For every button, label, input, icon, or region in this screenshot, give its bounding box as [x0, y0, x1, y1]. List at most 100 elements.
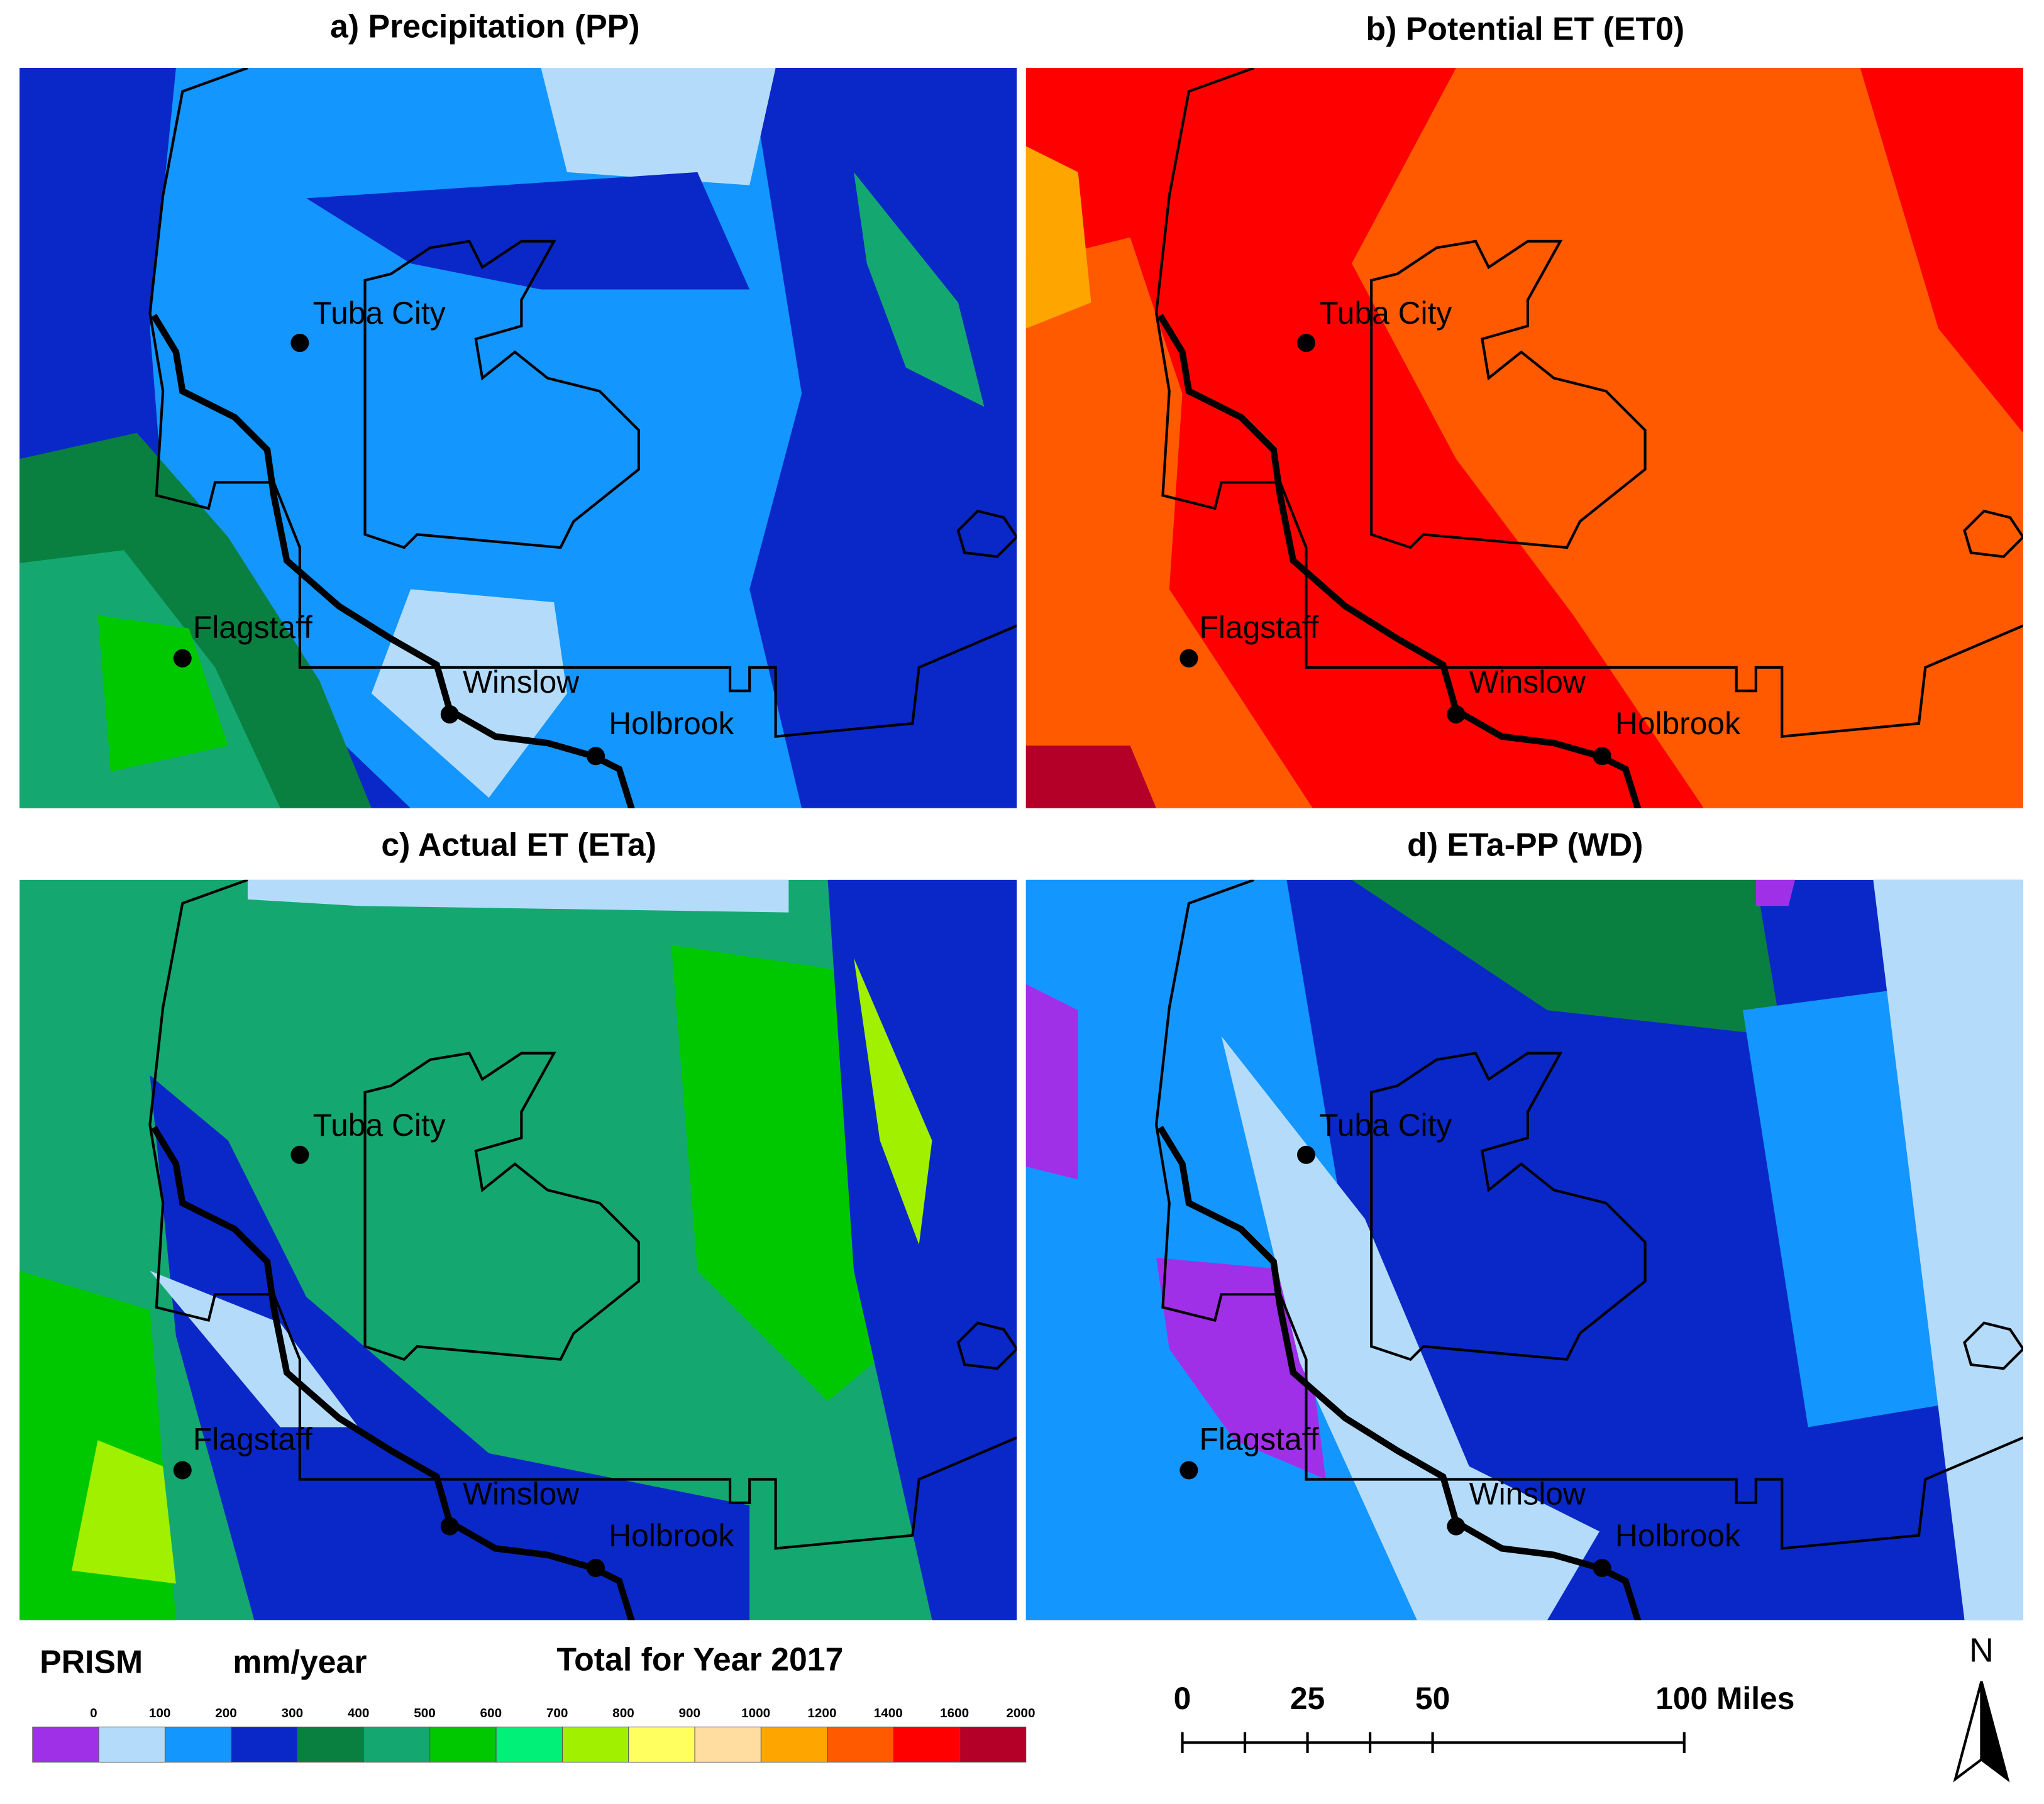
- land-cover-patch: [1860, 68, 2023, 433]
- place-marker: [173, 649, 192, 668]
- boundary: [363, 239, 641, 549]
- land-cover-patch: [247, 879, 789, 913]
- place-label: Holbrook: [609, 1518, 734, 1553]
- legend-swatch: [32, 1726, 99, 1763]
- river: [1157, 314, 1642, 808]
- legend-swatch: [959, 1726, 1027, 1763]
- legend-tick-label: 1400: [874, 1706, 903, 1720]
- map-panel: Tuba City Flagstaff Winslow Holbrook: [19, 68, 1017, 808]
- land-cover-patch: [97, 615, 228, 772]
- north-arrow: N: [1953, 1631, 2010, 1783]
- legend-swatch: [495, 1726, 563, 1763]
- place-label: Winslow: [1469, 1477, 1586, 1512]
- panel-title: b) Potential ET (ET0): [1366, 11, 1684, 47]
- river: [151, 314, 635, 808]
- map-panel: Tuba City Flagstaff Winslow Holbrook: [19, 879, 1017, 1620]
- boundary: [956, 1321, 1017, 1370]
- land-cover-patch: [1025, 237, 1313, 808]
- legend-tick-label: 1200: [807, 1706, 836, 1720]
- scale-label: 50: [1415, 1681, 1450, 1716]
- panel-title: d) ETa-PP (WD): [1407, 827, 1643, 863]
- place-marker: [440, 1517, 459, 1536]
- legend-swatch: [164, 1726, 232, 1763]
- place-label: Tuba City: [313, 295, 446, 331]
- place-label: Winslow: [1469, 664, 1586, 700]
- legend-tick-label: 700: [546, 1706, 568, 1720]
- place-label: Flagstaff: [1199, 610, 1318, 645]
- land-cover-patch: [854, 958, 932, 1245]
- legend-tick-label: 600: [480, 1706, 502, 1720]
- land-cover-patch: [1755, 879, 1795, 906]
- boundary: [148, 879, 1017, 1550]
- land-cover-patch: [1025, 745, 1157, 808]
- legend-swatch: [231, 1726, 298, 1763]
- legend-tick-label: 0: [90, 1706, 97, 1720]
- scale-label: 100 Miles: [1655, 1681, 1794, 1716]
- panel-title: c) Actual ET (ETa): [381, 827, 656, 863]
- place-label: Holbrook: [1615, 1518, 1740, 1553]
- legend-tick-label: 500: [414, 1706, 436, 1720]
- place-label: Flagstaff: [1199, 1422, 1318, 1457]
- legend-swatch: [893, 1726, 960, 1763]
- river: [151, 1125, 635, 1620]
- place-label: Holbrook: [1615, 706, 1740, 741]
- legend-tick-label: 400: [348, 1706, 370, 1720]
- land-cover-patch: [854, 172, 985, 407]
- legend-swatch: [694, 1726, 761, 1763]
- legend-tick-label: 300: [282, 1706, 304, 1720]
- land-cover-patch: [1221, 1036, 1599, 1620]
- legend-tick-label: 2000: [1006, 1706, 1035, 1720]
- place-marker: [1447, 705, 1466, 723]
- place-label: Holbrook: [609, 706, 734, 741]
- legend-tick-label: 100: [149, 1706, 171, 1720]
- legend-tick-label: 1600: [940, 1706, 969, 1720]
- legend-swatch: [363, 1726, 431, 1763]
- land-cover-patch: [1025, 146, 1091, 329]
- scale-label: 25: [1290, 1681, 1325, 1716]
- place-label: Flagstaff: [193, 610, 312, 645]
- land-cover-patch: [306, 172, 750, 290]
- place-marker: [1179, 1461, 1198, 1480]
- place-label: Tuba City: [1319, 1108, 1452, 1143]
- land-cover-patch: [1352, 879, 1782, 1037]
- place-marker: [1447, 1517, 1466, 1536]
- place-marker: [587, 1558, 605, 1577]
- boundary: [148, 68, 1017, 738]
- place-marker: [1296, 1145, 1316, 1164]
- legend-swatch: [760, 1726, 828, 1763]
- river: [1157, 1125, 1642, 1620]
- legend-tick-label: 900: [679, 1706, 701, 1720]
- land-cover-patch: [150, 1075, 750, 1620]
- land-cover-patch: [541, 68, 776, 185]
- place-marker: [1296, 334, 1316, 353]
- boundary: [1963, 1321, 2023, 1370]
- map-panel: Tuba City Flagstaff Winslow Holbrook: [1025, 68, 2023, 808]
- scale-label: 0: [1174, 1681, 1191, 1716]
- legend-swatch: [561, 1726, 629, 1763]
- boundary: [1370, 1052, 1647, 1361]
- map-panel: Tuba City Flagstaff Winslow Holbrook: [1025, 879, 2023, 1620]
- boundary: [363, 1052, 641, 1361]
- land-cover-patch: [1025, 984, 1078, 1180]
- legend-swatch: [98, 1726, 166, 1763]
- panel-title: a) Precipitation (PP): [330, 8, 639, 45]
- land-cover-patch: [749, 68, 1017, 808]
- place-marker: [1593, 1558, 1611, 1577]
- boundary: [1154, 879, 2023, 1550]
- boundary: [1154, 68, 2023, 738]
- legend-tick-label: 800: [612, 1706, 634, 1720]
- place-marker: [440, 705, 459, 723]
- land-cover-patch: [371, 589, 567, 798]
- legend-swatch: [297, 1726, 364, 1763]
- place-label: Winslow: [463, 664, 580, 700]
- legend-swatch: [827, 1726, 894, 1763]
- legend-swatch: [429, 1726, 497, 1763]
- place-label: Tuba City: [1319, 295, 1452, 331]
- place-marker: [587, 747, 605, 766]
- legend-caption: Total for Year 2017: [556, 1641, 843, 1677]
- place-marker: [290, 334, 309, 353]
- legend-tick-label: 1000: [741, 1706, 770, 1720]
- boundary: [956, 509, 1017, 558]
